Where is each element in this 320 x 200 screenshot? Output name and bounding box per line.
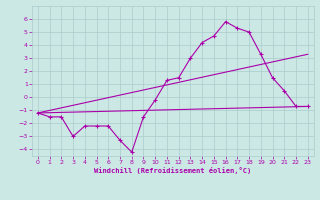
X-axis label: Windchill (Refroidissement éolien,°C): Windchill (Refroidissement éolien,°C) — [94, 167, 252, 174]
